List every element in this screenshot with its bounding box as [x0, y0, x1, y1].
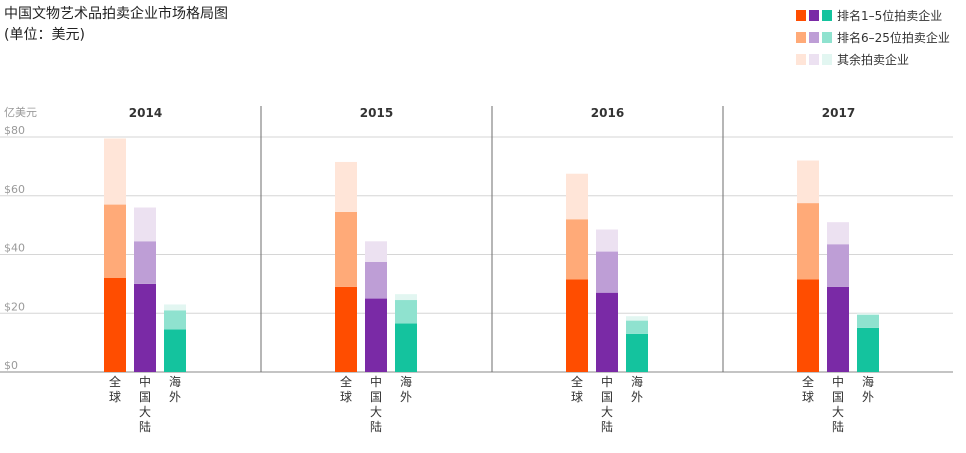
bar-segment [857, 314, 879, 328]
legend-item-others: 其余拍卖企业 [796, 48, 950, 70]
x-tick-label: 国 [139, 390, 151, 404]
x-tick-label: 中 [139, 374, 151, 389]
x-tick-label: 外 [862, 390, 874, 404]
bar-segment [104, 138, 126, 205]
x-tick-label: 陆 [139, 419, 151, 434]
y-tick-label: $80 [4, 124, 25, 137]
x-tick-label: 国 [832, 390, 844, 404]
bar-segment [566, 173, 588, 220]
bar-segment [596, 229, 618, 252]
x-tick-label: 陆 [370, 419, 382, 434]
y-axis-label: 亿美元 [4, 106, 37, 119]
bar-segment [335, 211, 357, 287]
bar-segment [335, 161, 357, 212]
bar-segment [566, 219, 588, 280]
x-tick-label: 大 [832, 405, 844, 419]
bar-segment [134, 241, 156, 284]
legend-swatch [796, 53, 806, 65]
bar-segment [827, 244, 849, 287]
bar-segment [395, 294, 417, 301]
bar-segment [134, 283, 156, 372]
legend-swatch [796, 9, 806, 21]
legend-swatch [809, 53, 819, 65]
x-tick-label: 中 [601, 374, 613, 389]
legend: 排名1–5位拍卖企业 排名6–25位拍卖企业 其余拍卖企业 [796, 4, 950, 70]
x-tick-label: 球 [571, 390, 583, 404]
y-tick-label: $40 [4, 242, 25, 255]
x-tick-label: 国 [370, 390, 382, 404]
legend-label: 排名1–5位拍卖企业 [837, 8, 943, 23]
legend-swatch [809, 31, 819, 43]
x-tick-label: 全 [109, 374, 121, 389]
x-tick-label: 球 [109, 390, 121, 404]
bar-segment [335, 286, 357, 372]
x-tick-label: 陆 [601, 419, 613, 434]
unit-line: (单位：美元) [4, 27, 85, 43]
bar-segment [365, 298, 387, 372]
y-tick-label: $60 [4, 183, 25, 196]
x-tick-label: 中 [832, 374, 844, 389]
legend-swatch [809, 9, 819, 21]
legend-item-top5: 排名1–5位拍卖企业 [796, 4, 950, 26]
bar-segment [596, 292, 618, 372]
bar-segment [395, 323, 417, 372]
x-tick-label: 大 [370, 405, 382, 419]
bar-segment [626, 320, 648, 334]
legend-swatch [822, 31, 832, 43]
bar-segment [857, 313, 879, 315]
bar-segment [626, 333, 648, 372]
bar-segment [164, 304, 186, 311]
bar-segment [395, 300, 417, 324]
bar-segment [626, 316, 648, 321]
x-tick-label: 国 [601, 390, 613, 404]
x-tick-label: 海 [631, 374, 643, 389]
chart-title: 中国文物艺术品拍卖企业市场格局图 (单位：美元) [4, 4, 228, 46]
bar-segment [827, 286, 849, 372]
x-tick-label: 海 [862, 374, 874, 389]
title-line: 中国文物艺术品拍卖企业市场格局图 [4, 6, 228, 22]
x-tick-label: 全 [571, 374, 583, 389]
bar-segment [164, 329, 186, 372]
bar-segment [104, 204, 126, 278]
year-label: 2017 [822, 106, 855, 120]
x-tick-label: 中 [370, 374, 382, 389]
bar-segment [104, 278, 126, 372]
y-tick-label: $20 [4, 300, 25, 313]
x-tick-label: 陆 [832, 419, 844, 434]
bar-segment [797, 160, 819, 204]
bar-segment [857, 327, 879, 372]
x-tick-label: 球 [802, 390, 814, 404]
bar-segment [365, 241, 387, 262]
bar-segment [164, 310, 186, 330]
x-tick-label: 全 [802, 374, 814, 389]
bar-segment [566, 279, 588, 372]
legend-item-6-25: 排名6–25位拍卖企业 [796, 26, 950, 48]
year-label: 2014 [129, 106, 162, 120]
x-tick-label: 海 [400, 374, 412, 389]
legend-label: 其余拍卖企业 [837, 52, 910, 67]
legend-swatch [822, 53, 832, 65]
x-tick-label: 大 [139, 405, 151, 419]
x-tick-label: 外 [400, 390, 412, 404]
x-tick-label: 球 [340, 390, 352, 404]
bar-segment [797, 203, 819, 280]
bar-segment [365, 261, 387, 299]
bar-segment [797, 279, 819, 372]
legend-swatch [822, 9, 832, 21]
x-tick-label: 外 [631, 390, 643, 404]
x-tick-label: 外 [169, 390, 181, 404]
y-tick-label: $0 [4, 359, 18, 372]
legend-label: 排名6–25位拍卖企业 [837, 30, 950, 45]
x-tick-label: 全 [340, 374, 352, 389]
year-label: 2015 [360, 106, 393, 120]
bar-segment [134, 207, 156, 242]
bar-segment [596, 251, 618, 293]
x-tick-label: 大 [601, 405, 613, 419]
x-tick-label: 海 [169, 374, 181, 389]
legend-swatch [796, 31, 806, 43]
bar-segment [827, 222, 849, 245]
year-label: 2016 [591, 106, 624, 120]
